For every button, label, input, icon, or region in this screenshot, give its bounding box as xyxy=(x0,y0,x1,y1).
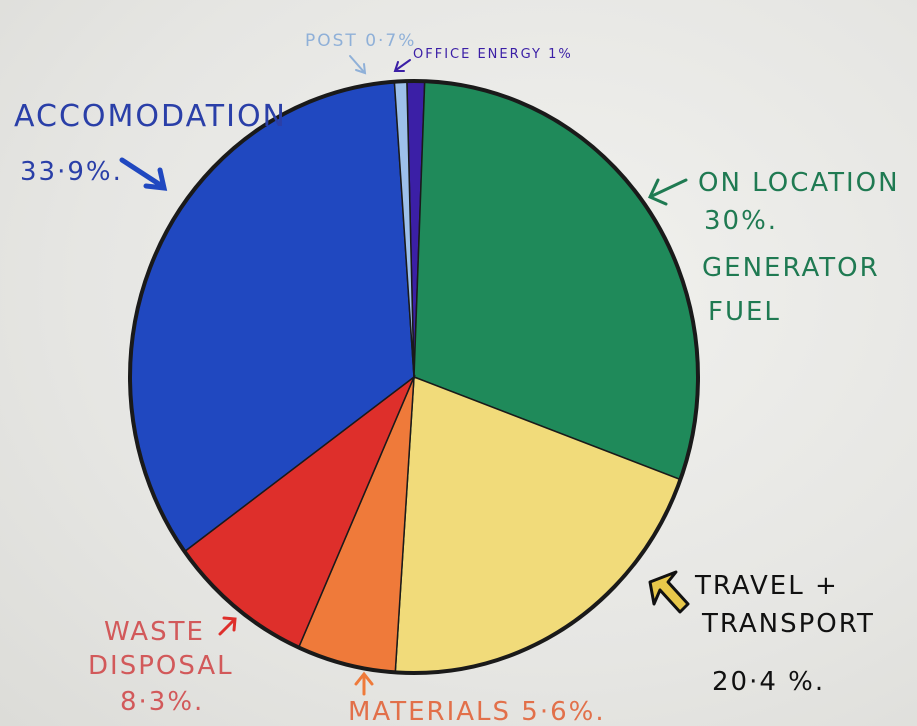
arrow-office-energy-icon xyxy=(393,59,411,72)
arrow-waste-icon xyxy=(218,616,237,636)
label-waste-line1: WASTE xyxy=(104,617,205,647)
label-accomodation-name: ACCOMODATION xyxy=(14,99,287,134)
pie-outline xyxy=(128,79,700,675)
arrow-on-location-icon xyxy=(647,178,688,206)
label-on-location-line4: FUEL xyxy=(708,297,781,327)
arrow-post-icon xyxy=(349,55,367,75)
label-on-location-line3: GENERATOR xyxy=(702,253,880,283)
label-travel-pct: 20·4 %. xyxy=(712,667,825,697)
arrow-materials-icon xyxy=(354,671,374,696)
label-materials: MATERIALS 5·6%. xyxy=(348,697,606,726)
arrow-accomodation-icon xyxy=(119,157,168,191)
pie-slices xyxy=(129,80,699,674)
label-on-location-line2: 30%. xyxy=(704,206,778,236)
label-waste-line2: DISPOSAL xyxy=(88,651,234,681)
label-accomodation-pct: 33·9%. xyxy=(20,157,123,187)
label-office-energy: OFFICE ENERGY 1% xyxy=(413,47,573,62)
arrow-travel-icon xyxy=(648,570,690,614)
label-on-location-line1: ON LOCATION xyxy=(698,168,900,198)
label-travel-line1: TRAVEL + xyxy=(694,571,839,601)
label-post: POST 0·7% xyxy=(305,31,416,51)
label-waste-pct: 8·3%. xyxy=(120,687,204,717)
label-travel-line2: TRANSPORT xyxy=(701,609,875,639)
